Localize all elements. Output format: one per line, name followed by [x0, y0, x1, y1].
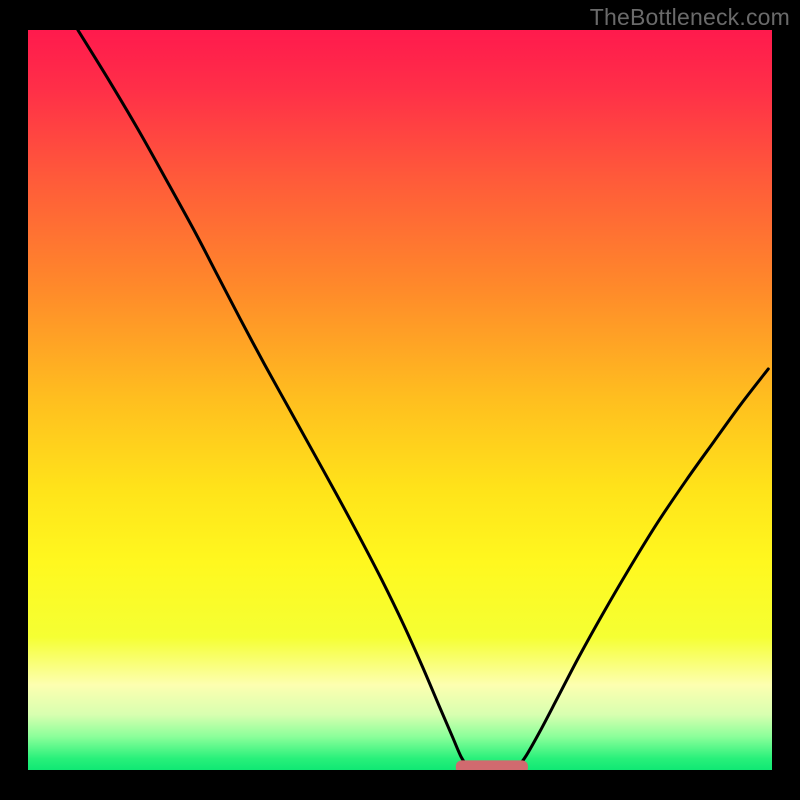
- min-marker: [456, 760, 528, 770]
- plot-area: [28, 30, 772, 770]
- watermark-text: TheBottleneck.com: [590, 4, 790, 31]
- gradient-background: [28, 30, 772, 770]
- plot-svg: [28, 30, 772, 770]
- chart-frame: TheBottleneck.com: [0, 0, 800, 800]
